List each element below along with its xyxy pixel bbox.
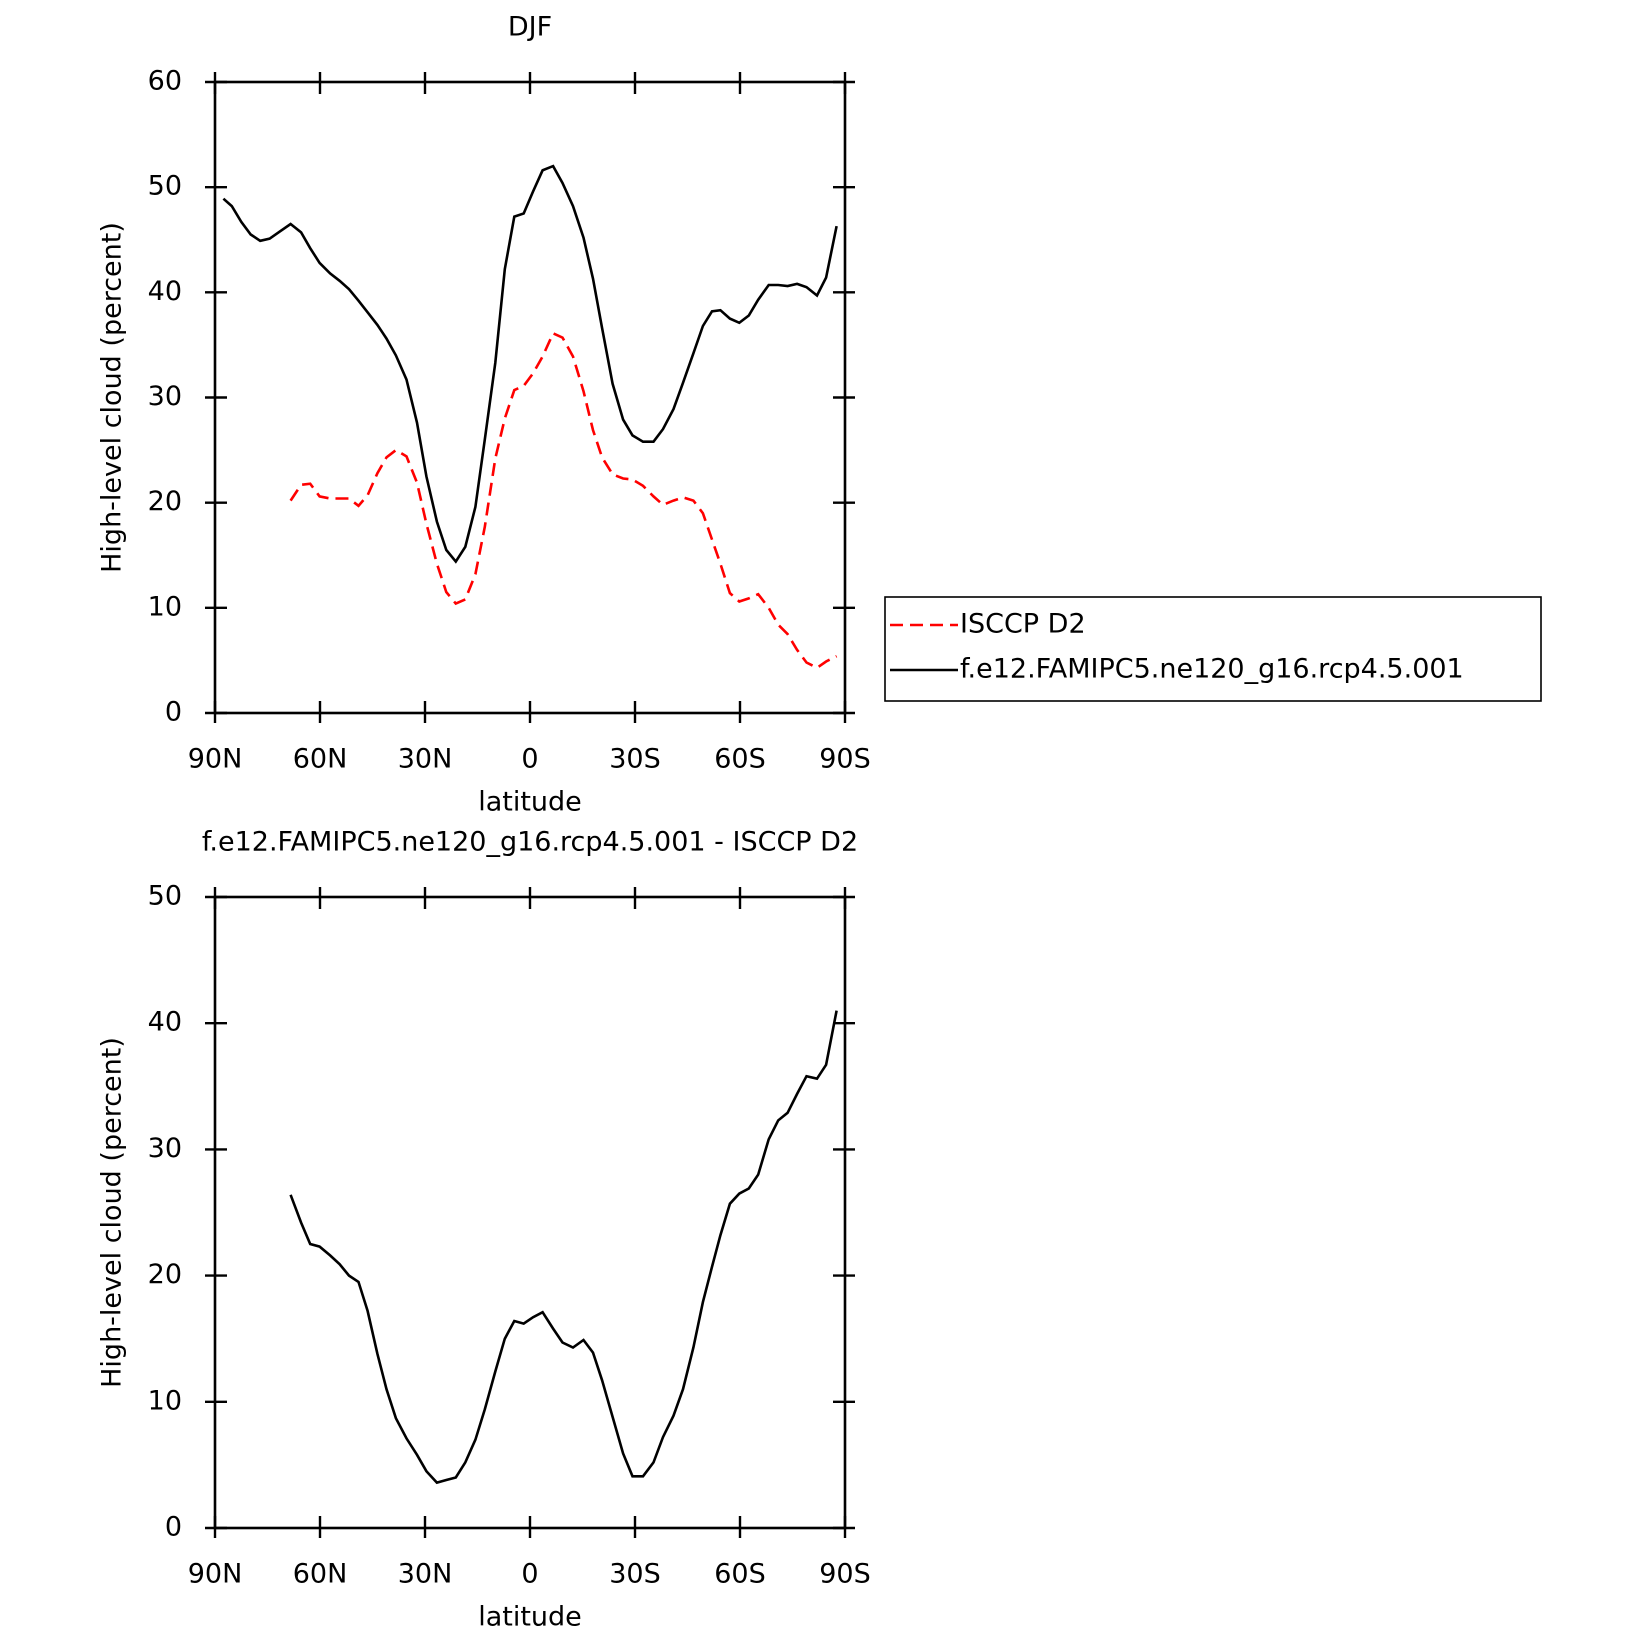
y-axis-label: High-level cloud (percent)	[97, 1037, 128, 1388]
y-tick-label: 60	[148, 66, 182, 97]
chart-title: DJF	[508, 12, 552, 43]
x-tick-label: 30N	[398, 1559, 453, 1590]
x-tick-label: 0	[521, 744, 538, 775]
x-tick-label: 0	[521, 1559, 538, 1590]
x-tick-label: 90N	[188, 744, 243, 775]
x-tick-label: 90N	[188, 1559, 243, 1590]
data-line	[222, 164, 838, 564]
y-tick-label: 0	[165, 697, 182, 728]
x-axis-label: latitude	[478, 1602, 582, 1633]
x-tick-label: 30S	[609, 744, 661, 775]
x-tick-label: 60N	[293, 744, 348, 775]
data-line	[289, 331, 838, 670]
y-tick-label: 50	[148, 171, 182, 202]
y-axis-label: High-level cloud (percent)	[97, 222, 128, 573]
legend-label: f.e12.FAMIPC5.ne120_g16.rcp4.5.001	[960, 654, 1464, 685]
y-tick-label: 0	[165, 1512, 182, 1543]
y-tick-label: 30	[148, 1133, 182, 1164]
y-tick-label: 20	[148, 1259, 182, 1290]
x-tick-label: 60N	[293, 1559, 348, 1590]
plot-frame	[213, 80, 847, 715]
x-tick-label: 60S	[714, 1559, 766, 1590]
x-tick-label: 60S	[714, 744, 766, 775]
x-tick-label: 30S	[609, 1559, 661, 1590]
x-tick-label: 30N	[398, 744, 453, 775]
y-tick-label: 10	[148, 1385, 182, 1416]
chart-title: f.e12.FAMIPC5.ne120_g16.rcp4.5.001 - ISC…	[202, 827, 858, 858]
y-tick-label: 40	[148, 276, 182, 307]
x-tick-label: 90S	[819, 744, 871, 775]
y-tick-label: 10	[148, 591, 182, 622]
data-line	[289, 1010, 838, 1485]
y-tick-label: 20	[148, 486, 182, 517]
x-axis-label: latitude	[478, 787, 582, 818]
y-tick-label: 30	[148, 381, 182, 412]
y-tick-label: 40	[148, 1007, 182, 1038]
x-tick-label: 90S	[819, 1559, 871, 1590]
legend-label: ISCCP D2	[960, 609, 1086, 640]
y-tick-label: 50	[148, 881, 182, 912]
plot-frame	[213, 895, 847, 1530]
legend-box	[884, 596, 1542, 702]
